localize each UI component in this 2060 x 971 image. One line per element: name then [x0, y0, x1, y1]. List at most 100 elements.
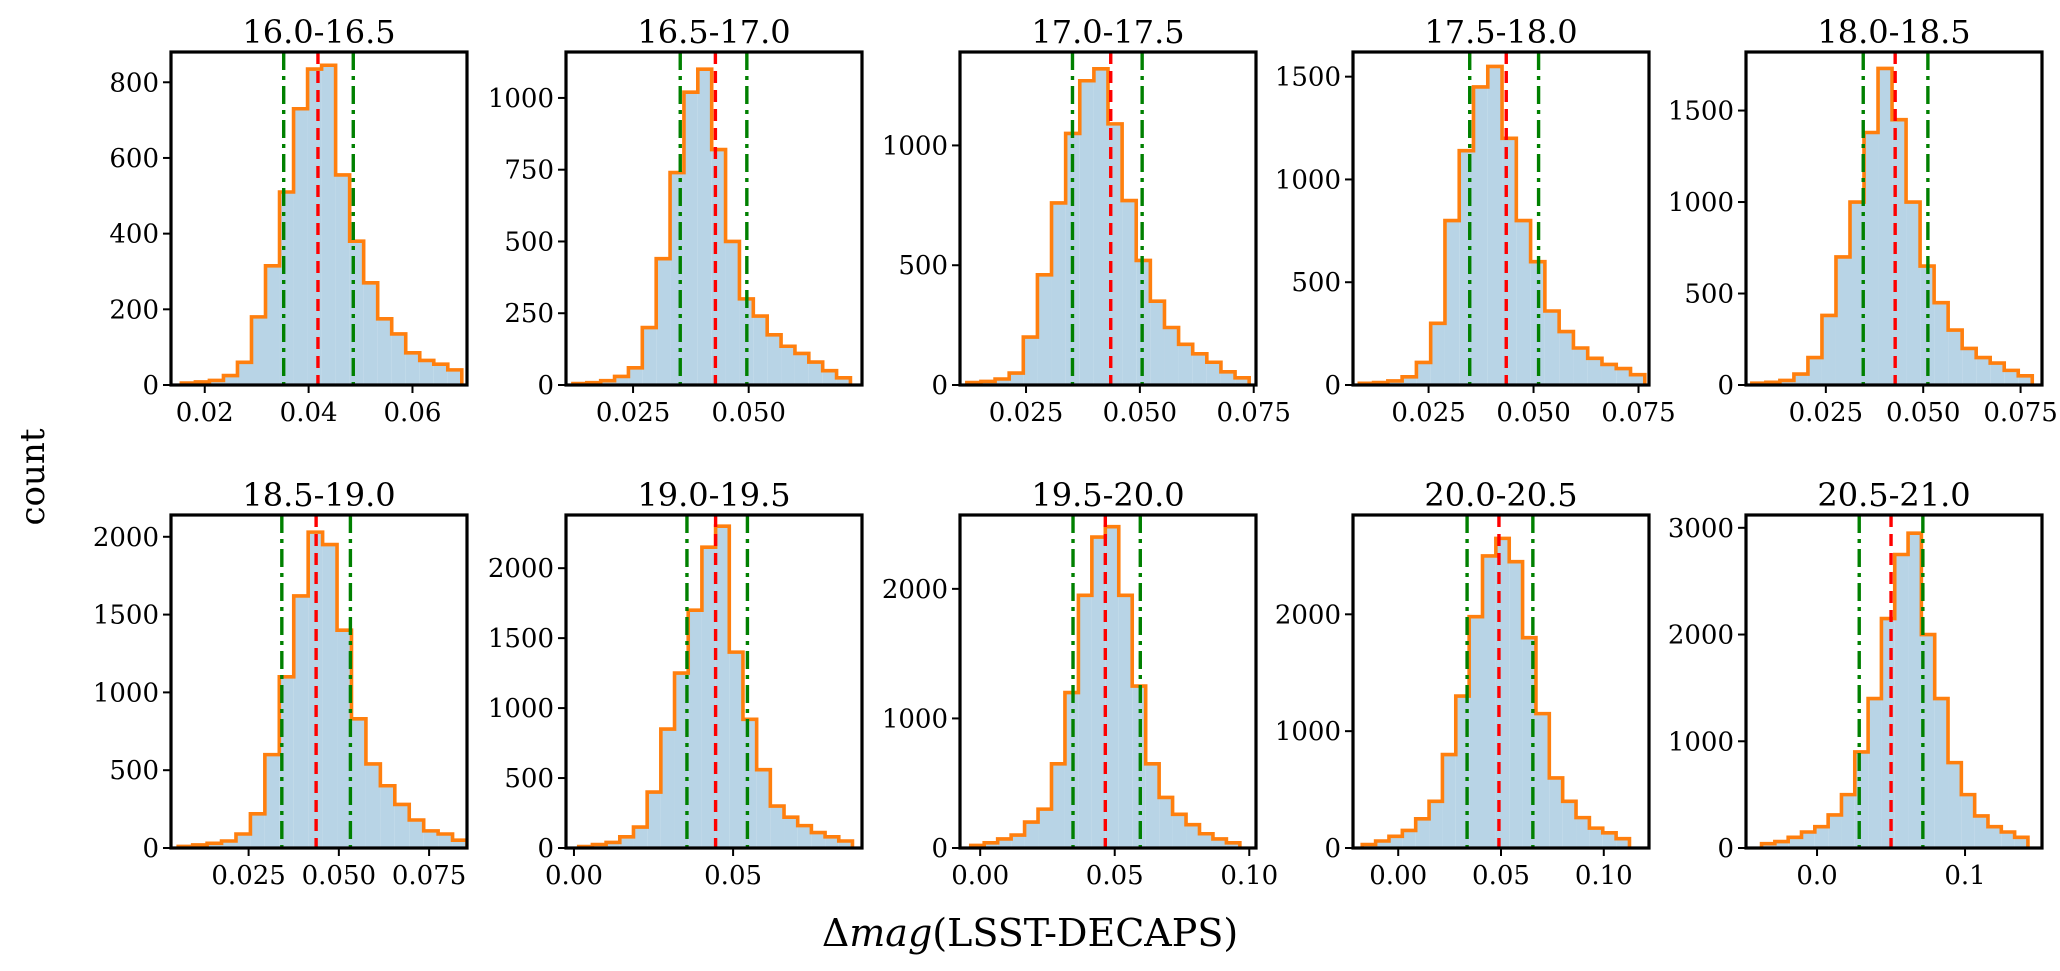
y-tick-label: 1000: [488, 694, 554, 724]
histogram-bar: [1601, 364, 1617, 385]
histogram-bar: [1172, 814, 1187, 848]
histogram-bar: [633, 827, 648, 848]
histogram-bar: [394, 804, 410, 848]
plot-area: [1750, 52, 2035, 385]
histogram-bar: [1530, 261, 1545, 385]
histogram-bar: [1145, 763, 1160, 848]
y-tick-label: 2000: [488, 554, 554, 584]
histogram-panel: 20.5-21.0 0.0 0.1 0 1000 2000 3000: [1668, 476, 2044, 891]
panel-title: 17.0-17.5: [1031, 13, 1184, 51]
histogram-bar: [1616, 838, 1630, 848]
histogram-panel: 17.5-18.0 0.025 0.050 0.075 0 500 1000 1500: [1275, 13, 1676, 428]
y-tick-label: 1000: [882, 131, 948, 161]
histogram-bar: [209, 380, 224, 385]
x-tick-label: 0.0: [1796, 861, 1837, 891]
histogram-bar: [2004, 370, 2019, 385]
histogram-bar: [770, 806, 785, 848]
histogram-bar: [1544, 311, 1560, 385]
y-tick-label: 0: [537, 834, 554, 864]
histogram-bar: [995, 379, 1010, 385]
histogram-bar: [1375, 840, 1389, 848]
histogram-bar: [1516, 220, 1531, 385]
histogram-bar: [433, 364, 448, 385]
axes-frame: [958, 50, 1258, 387]
axes-frame: [169, 50, 469, 387]
histogram-bar: [1961, 794, 1975, 848]
x-tick-label: 0.075: [1601, 398, 1675, 428]
plot-area: [576, 515, 855, 848]
plot-area: [1357, 52, 1647, 385]
histogram-bar: [1482, 555, 1496, 848]
histogram-bar: [1788, 837, 1802, 848]
histogram-bar: [1587, 358, 1602, 385]
panel-title: 20.5-21.0: [1817, 476, 1970, 514]
axes-frame: [169, 513, 469, 850]
histogram-bar: [1821, 315, 1836, 385]
histogram-bar: [1864, 132, 1879, 385]
histogram-bar: [1854, 751, 1869, 848]
histogram-bar: [701, 547, 716, 848]
histogram-bar: [642, 327, 657, 385]
histogram-bar: [237, 362, 252, 385]
panel-title: 20.0-20.5: [1424, 476, 1577, 514]
histogram-panel: 18.5-19.0 0.025 0.050 0.075 0 500 1000 1500 2000: [93, 476, 469, 891]
histogram-bar: [337, 630, 352, 848]
histogram-bar: [1442, 754, 1456, 848]
histogram-bar: [1199, 833, 1213, 848]
histogram-bar: [322, 544, 338, 848]
panel-title: 18.0-18.5: [1817, 13, 1970, 51]
histogram-bar: [1091, 537, 1106, 848]
y-tick-label: 200: [109, 295, 159, 325]
y-tick-label: 0: [537, 371, 554, 401]
histogram-bar: [1868, 698, 1882, 848]
axes-frame: [564, 50, 864, 387]
histogram-bar: [1976, 357, 1991, 385]
histogram-bar: [423, 830, 439, 848]
histogram-step-line: [176, 530, 467, 848]
histogram-bar: [674, 673, 689, 848]
panel-title: 19.5-20.0: [1031, 476, 1184, 514]
histogram-bar: [1487, 66, 1503, 385]
y-tick-label: 0: [931, 371, 948, 401]
plot-area: [176, 515, 467, 848]
histogram-bar: [1078, 595, 1092, 848]
histogram-bar: [1878, 68, 1893, 385]
histogram-bar: [1576, 817, 1590, 848]
x-tick-label: 0.00: [545, 861, 603, 891]
histogram-bar: [1630, 374, 1645, 385]
histogram-panel: 16.5-17.0 0.025 0.050 0 250 500 750 1000: [488, 13, 864, 428]
histogram-bar: [251, 316, 266, 385]
histogram-bar: [223, 375, 238, 385]
histogram-bar: [1894, 554, 1909, 848]
histogram-bar: [1589, 828, 1603, 848]
histogram-bar: [419, 360, 434, 385]
histogram-bar: [997, 838, 1012, 848]
histogram-bar: [1987, 826, 2002, 848]
histogram-bar: [363, 282, 378, 385]
y-tick-label: 1500: [488, 624, 554, 654]
y-tick-label: 0: [931, 834, 948, 864]
histogram-bar: [377, 318, 392, 385]
x-tick-label: 0.1: [1944, 861, 1985, 891]
panel-title: 18.5-19.0: [242, 476, 395, 514]
histogram-bar: [1559, 331, 1574, 385]
y-tick-label: 1500: [1275, 63, 1341, 93]
figure-xlabel-suffix: (LSST-DECAPS): [932, 911, 1238, 955]
histogram-bar: [1051, 763, 1065, 848]
histogram-bar: [335, 174, 350, 385]
histogram-bar: [1192, 353, 1207, 385]
histogram-bar: [756, 769, 771, 848]
x-tick-label: 0.075: [1217, 398, 1291, 428]
axes-frame: [958, 513, 1258, 850]
histogram-bar: [1164, 327, 1179, 385]
histogram-bar: [1934, 698, 1949, 848]
histogram-bar: [697, 69, 712, 385]
histogram-bar: [1235, 377, 1250, 385]
x-tick-label: 0.025: [1391, 398, 1465, 428]
histogram-bar: [438, 833, 453, 848]
histogram-bar: [1136, 260, 1151, 385]
histogram-bar: [683, 92, 698, 385]
histogram-bar: [1908, 533, 1922, 848]
x-tick-label: 0.00: [1369, 861, 1427, 891]
